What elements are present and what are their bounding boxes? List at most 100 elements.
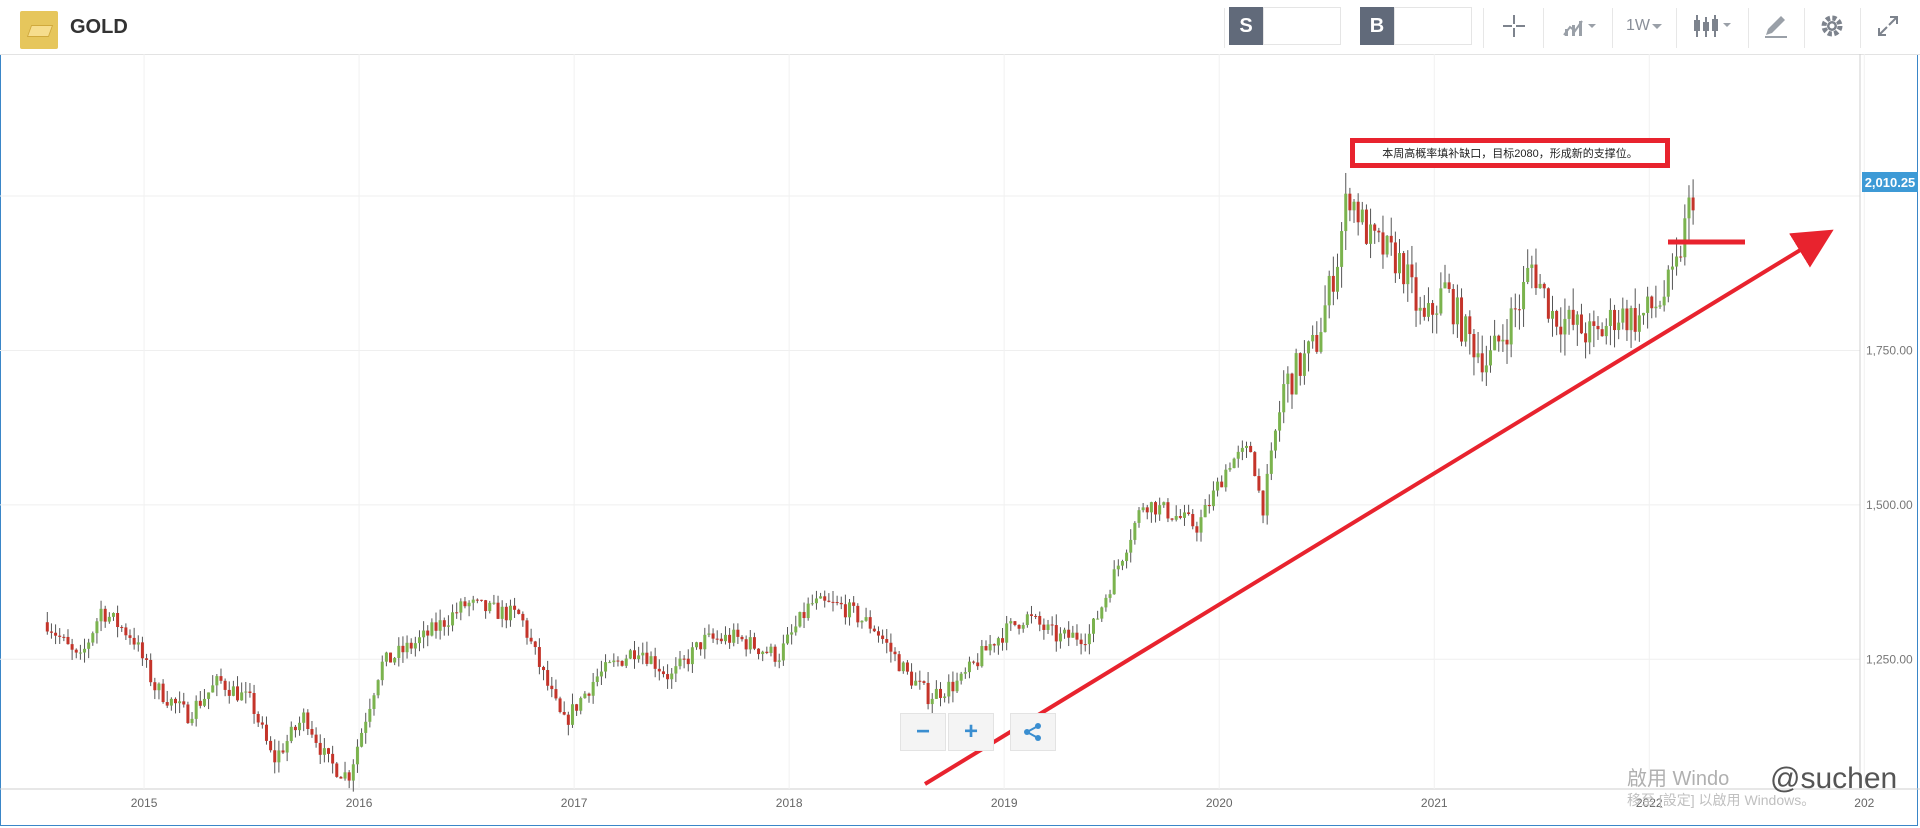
candle-up (1418, 307, 1422, 311)
candle-down (173, 698, 177, 704)
instrument-title: GOLD (70, 16, 128, 38)
candle-up (492, 602, 496, 604)
candle-down (1431, 303, 1435, 315)
candle-up (1141, 507, 1145, 511)
timeframe-select[interactable]: 1W (1620, 5, 1670, 47)
candle-down (972, 661, 976, 663)
candle-down (1460, 297, 1464, 342)
candle-down (1145, 507, 1149, 513)
candle-up (1286, 373, 1290, 385)
candle-up (207, 692, 211, 699)
candle-up (1265, 473, 1269, 516)
candlestick-icon[interactable] (1684, 5, 1740, 47)
buy-button[interactable]: B (1360, 7, 1394, 45)
candle-up (240, 692, 244, 701)
candle-up (157, 683, 161, 691)
candle-up (570, 704, 574, 725)
candle-down (1517, 309, 1521, 311)
candle-down (1377, 230, 1381, 233)
candle-up (1162, 502, 1166, 506)
candle-down (70, 644, 74, 650)
candle-up (1120, 561, 1124, 566)
gear-icon[interactable] (1810, 5, 1854, 47)
chevron-down-icon (1652, 24, 1662, 29)
candle-up (1228, 468, 1232, 470)
candle-up (1662, 296, 1666, 306)
candle-down (1513, 308, 1517, 310)
zoom-out-button[interactable]: − (900, 713, 946, 751)
line-chart-icon[interactable] (1552, 5, 1606, 47)
candle-down (165, 702, 169, 706)
sell-button[interactable]: S (1229, 7, 1263, 45)
candle-down (248, 691, 252, 694)
candle-up (777, 660, 781, 662)
candle-down (1257, 476, 1261, 491)
sell-widget[interactable]: S (1229, 7, 1341, 45)
candle-up (95, 621, 99, 634)
candle-up (579, 698, 583, 711)
zoom-in-button[interactable]: + (948, 713, 994, 751)
candle-up (810, 603, 814, 605)
buy-widget[interactable]: B (1360, 7, 1472, 45)
candle-down (116, 612, 120, 628)
candle-down (1480, 353, 1484, 373)
candle-up (194, 700, 198, 719)
candle-down (620, 660, 624, 666)
candle-up (1224, 469, 1228, 488)
candle-up (322, 748, 326, 755)
candle-down (1348, 193, 1352, 211)
candle-down (926, 682, 930, 705)
candle-up (1551, 310, 1555, 319)
candle-down (1195, 526, 1199, 533)
candle-down (54, 632, 58, 636)
candle-down (839, 602, 843, 605)
candle-up (1203, 505, 1207, 518)
candle-up (372, 695, 376, 709)
candle-up (781, 643, 785, 661)
chart-toolbar: GOLD S B 1W (0, 0, 1920, 55)
candle-up (1426, 303, 1430, 317)
candle-up (376, 680, 380, 696)
candle-up (91, 633, 95, 643)
candle-up (769, 646, 773, 654)
candle-up (1617, 322, 1621, 331)
candle-up (1443, 282, 1447, 289)
candle-up (591, 681, 595, 696)
candle-up (1005, 623, 1009, 643)
expand-icon[interactable] (1866, 5, 1910, 47)
candle-up (1216, 481, 1220, 491)
author-handle: @suchen (1770, 762, 1898, 795)
candle-down (1422, 307, 1426, 317)
candle-up (285, 741, 289, 753)
y-tick-label: 1,500.00 (1866, 498, 1913, 512)
sell-price (1263, 7, 1341, 45)
chart-area[interactable]: 1,250.00 1,500.00 1,750.00 2015 2016 2017 2018… (0, 54, 1920, 828)
candle-up (1327, 275, 1331, 306)
candle-up (508, 605, 512, 621)
candle-up (1108, 594, 1112, 598)
candle-down (868, 617, 872, 629)
x-tick-label: 2017 (561, 796, 588, 810)
candle-up (107, 616, 111, 622)
candle-up (819, 596, 823, 599)
candle-up (1604, 325, 1608, 337)
candle-down (529, 637, 533, 642)
candle-up (1182, 512, 1186, 518)
candle-down (562, 711, 566, 715)
candle-down (852, 602, 856, 606)
share-button[interactable] (1010, 713, 1056, 751)
candle-down (513, 605, 517, 610)
candle-up (289, 726, 293, 742)
crosshair-icon[interactable] (1492, 5, 1536, 47)
candle-down (728, 634, 732, 643)
candle-down (715, 638, 719, 640)
candle-up (1522, 281, 1526, 310)
candle-down (633, 650, 637, 660)
candle-up (955, 680, 959, 692)
candle-down (186, 704, 190, 724)
price-chart[interactable]: 1,250.00 1,500.00 1,750.00 2015 2016 2017 2018… (0, 54, 1920, 828)
candle-down (831, 601, 835, 603)
candle-down (1472, 334, 1476, 358)
candle-down (132, 637, 136, 645)
drawing-tool-icon[interactable] (1754, 5, 1798, 47)
